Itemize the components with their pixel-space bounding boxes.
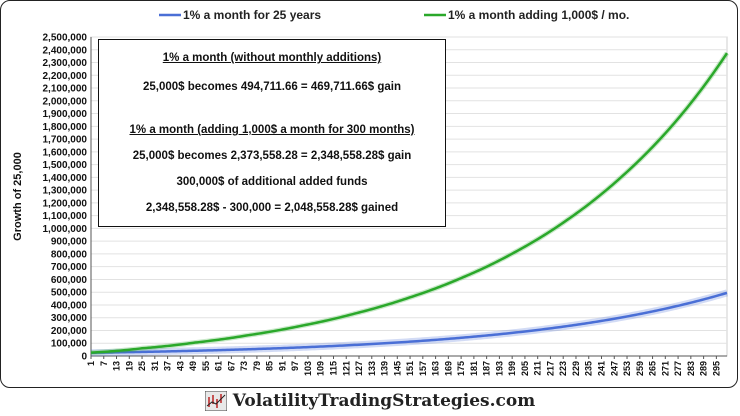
info-line-1: 25,000$ becomes 494,711.66 = 469,711.66$… (143, 81, 401, 93)
x-tick-label: 31 (150, 361, 160, 371)
x-tick-label: 13 (112, 361, 122, 371)
info-line-3: 300,000$ of additional added funds (176, 176, 368, 188)
x-tick-label: 175 (456, 361, 466, 376)
y-tick-label: 300,000 (51, 313, 88, 324)
x-tick-label: 109 (316, 361, 326, 376)
x-tick-label: 37 (163, 361, 173, 371)
x-tick-label: 163 (431, 361, 441, 376)
y-tick-label: 600,000 (51, 275, 88, 286)
x-tick-label: 127 (354, 361, 364, 376)
x-tick-label: 25 (137, 361, 147, 371)
series-line-1 (90, 291, 728, 355)
y-tick-label: 1,900,000 (43, 109, 88, 120)
y-tick-label: 1,600,000 (43, 147, 88, 158)
chart-frame: 0 100,000 200,000 300,000 400,000 500,000 600,… (0, 0, 738, 388)
x-tick-label: 49 (188, 361, 198, 371)
y-axis-label: Growth of 25,000 (12, 152, 24, 241)
x-tick-label: 1 (86, 361, 96, 366)
x-tick-label: 295 (711, 361, 721, 376)
info-line-2: 25,000$ becomes 2,373,558.28 = 2,348,558… (132, 150, 412, 162)
y-tick-label: 1,300,000 (43, 186, 88, 197)
x-tick-label: 43 (175, 361, 185, 371)
series-line-2 (90, 52, 729, 354)
x-tick-label: 181 (469, 361, 479, 376)
y-tick-label: 800,000 (51, 249, 88, 260)
y-tick-label: 0 (81, 352, 87, 363)
info-line-4: 2,348,558.28$ - 300,000 = 2,048,558.28$ … (145, 202, 399, 214)
legend-label-1: 1% a month for 25 years (183, 8, 321, 22)
x-tick-label: 169 (443, 361, 453, 376)
x-tick-label: 151 (405, 361, 415, 376)
chart-logo-icon (204, 391, 227, 411)
x-tick-label: 283 (686, 361, 696, 376)
x-tick-label: 199 (507, 361, 517, 376)
x-tick-label: 217 (545, 361, 555, 376)
x-tick-label: 103 (303, 361, 313, 376)
x-tick-label: 247 (609, 361, 619, 376)
legend-label-2: 1% a month adding 1,000$ / mo. (448, 8, 629, 22)
x-tick-label: 121 (341, 361, 351, 376)
x-tick-label: 139 (380, 361, 390, 376)
y-tick-label: 2,000,000 (43, 96, 88, 107)
footer: VolatilityTradingStrategies.com (0, 386, 740, 416)
x-tick-label: 145 (392, 361, 402, 376)
info-heading-1: 1% a month (without monthly additions) (162, 52, 382, 64)
x-tick-label: 91 (277, 361, 287, 371)
y-tick-label: 1,200,000 (43, 198, 88, 209)
site-name: VolatilityTradingStrategies.com (232, 391, 536, 411)
x-tick-label: 211 (533, 361, 543, 376)
info-heading-2: 1% a month (adding 1,000$ a month for 30… (129, 124, 415, 136)
x-tick-label: 193 (494, 361, 504, 376)
x-tick-label: 73 (239, 361, 249, 371)
x-tick-label: 19 (124, 361, 134, 371)
y-tick-label: 1,100,000 (43, 211, 88, 222)
info-box: 1% a month (without monthly additions) 2… (98, 39, 446, 227)
x-tick-label: 259 (635, 361, 645, 376)
x-tick-label: 235 (584, 361, 594, 376)
y-tick-label: 500,000 (51, 288, 88, 299)
y-tick-label: 2,100,000 (43, 84, 88, 95)
x-tick-label: 133 (367, 361, 377, 376)
x-tick-label: 55 (201, 361, 211, 371)
x-tick-label: 97 (290, 361, 300, 371)
x-tick-label: 277 (673, 361, 683, 376)
y-tick-label: 1,700,000 (43, 135, 88, 146)
x-tick-label: 187 (482, 361, 492, 376)
x-tick-label: 289 (699, 361, 709, 376)
y-tick-label: 100,000 (51, 339, 88, 350)
x-tick-label: 253 (622, 361, 632, 376)
x-tick-label: 223 (558, 361, 568, 376)
y-tick-label: 2,500,000 (43, 33, 88, 44)
y-tick-label: 900,000 (51, 237, 88, 248)
y-tick-label: 1,800,000 (43, 122, 88, 133)
x-tick-label: 61 (214, 361, 224, 371)
y-tick-label: 200,000 (51, 326, 88, 337)
y-tick-label: 1,400,000 (43, 173, 88, 184)
x-tick-label: 271 (660, 361, 670, 376)
x-tick-label: 157 (418, 361, 428, 376)
y-tick-label: 1,000,000 (43, 224, 88, 235)
x-tick-label: 67 (226, 361, 236, 371)
x-tick-label: 85 (265, 361, 275, 371)
x-tick-label: 115 (328, 361, 338, 376)
y-tick-label: 2,400,000 (43, 45, 88, 56)
x-tick-label: 79 (252, 361, 262, 371)
y-tick-label: 2,200,000 (43, 71, 88, 82)
y-tick-label: 1,500,000 (43, 160, 88, 171)
x-tick-label: 7 (99, 361, 109, 366)
x-tick-label: 241 (597, 361, 607, 376)
x-tick-label: 265 (648, 361, 658, 376)
x-tick-label: 205 (520, 361, 530, 376)
y-tick-label: 400,000 (51, 300, 88, 311)
y-tick-label: 2,300,000 (43, 58, 88, 69)
y-tick-label: 700,000 (51, 262, 88, 273)
x-tick-label: 229 (571, 361, 581, 376)
